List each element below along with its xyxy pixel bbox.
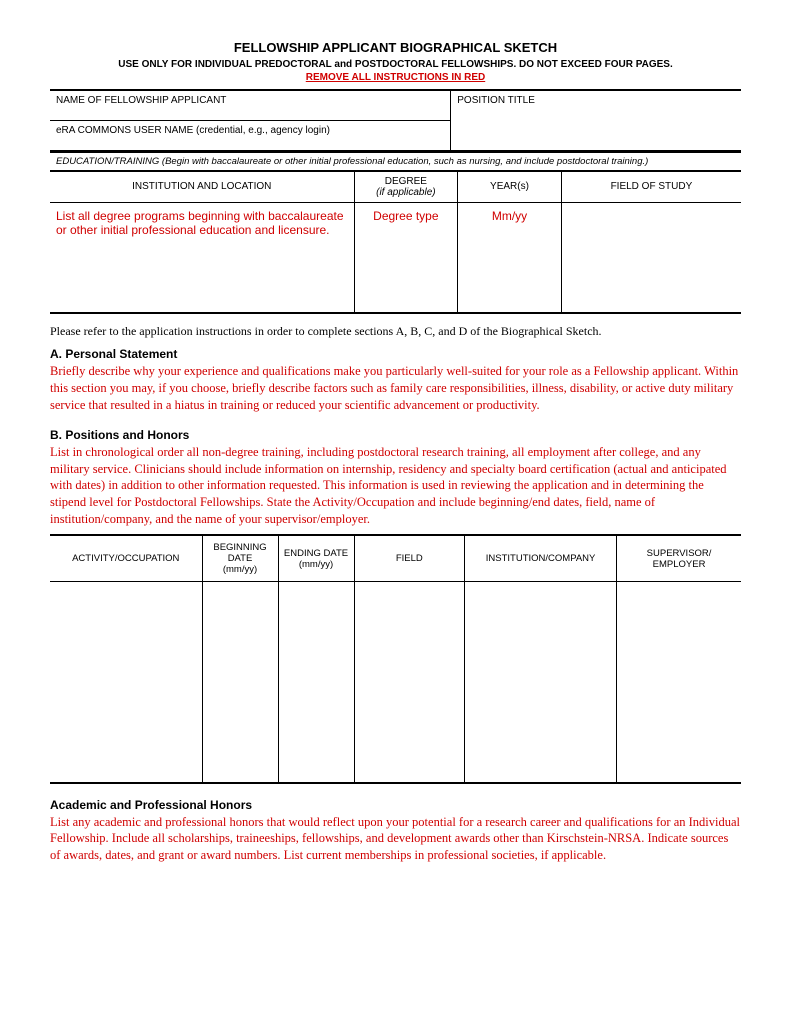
section-a-body: Briefly describe why your experience and… — [50, 363, 741, 414]
pos-cell-begin[interactable] — [202, 582, 278, 782]
pos-col-activity: ACTIVITY/OCCUPATION — [50, 535, 202, 582]
pos-cell-field[interactable] — [354, 582, 465, 782]
name-cell[interactable]: NAME OF FELLOWSHIP APPLICANT — [50, 90, 451, 120]
honors-head: Academic and Professional Honors — [50, 798, 741, 812]
section-a-head: A. Personal Statement — [50, 347, 741, 361]
education-table: INSTITUTION AND LOCATION DEGREE(if appli… — [50, 171, 741, 313]
edu-training-header: EDUCATION/TRAINING (Begin with baccalaur… — [50, 151, 741, 171]
position-cell[interactable]: POSITION TITLE — [451, 90, 741, 150]
edu-cell-years[interactable]: Mm/yy — [458, 202, 562, 312]
pos-cell-end[interactable] — [278, 582, 354, 782]
positions-table: ACTIVITY/OCCUPATION BEGINNING DATE(mm/yy… — [50, 534, 741, 782]
pos-col-begin: BEGINNING DATE(mm/yy) — [202, 535, 278, 582]
doc-title: FELLOWSHIP APPLICANT BIOGRAPHICAL SKETCH — [50, 40, 741, 55]
instructions-line: Please refer to the application instruct… — [50, 324, 741, 339]
pos-col-end: ENDING DATE(mm/yy) — [278, 535, 354, 582]
edu-col-institution: INSTITUTION AND LOCATION — [50, 171, 354, 202]
pos-cell-activity[interactable] — [50, 582, 202, 782]
section-b-body: List in chronological order all non-degr… — [50, 444, 741, 528]
pos-cell-supervisor[interactable] — [617, 582, 741, 782]
edu-col-field: FIELD OF STUDY — [561, 171, 741, 202]
era-cell[interactable]: eRA COMMONS USER NAME (credential, e.g.,… — [50, 120, 451, 150]
pos-cell-institution[interactable] — [465, 582, 617, 782]
edu-col-degree: DEGREE(if applicable) — [354, 171, 458, 202]
remove-note: REMOVE ALL INSTRUCTIONS IN RED — [50, 72, 741, 83]
edu-col-years: YEAR(s) — [458, 171, 562, 202]
section-b-head: B. Positions and Honors — [50, 428, 741, 442]
pos-col-supervisor: SUPERVISOR/EMPLOYER — [617, 535, 741, 582]
edu-cell-degree[interactable]: Degree type — [354, 202, 458, 312]
applicant-info-table: NAME OF FELLOWSHIP APPLICANT POSITION TI… — [50, 89, 741, 151]
edu-cell-institution[interactable]: List all degree programs beginning with … — [50, 202, 354, 312]
pos-col-field: FIELD — [354, 535, 465, 582]
pos-col-institution: INSTITUTION/COMPANY — [465, 535, 617, 582]
doc-subtitle: USE ONLY FOR INDIVIDUAL PREDOCTORAL and … — [50, 59, 741, 70]
edu-cell-field[interactable] — [561, 202, 741, 312]
honors-body: List any academic and professional honor… — [50, 814, 741, 865]
